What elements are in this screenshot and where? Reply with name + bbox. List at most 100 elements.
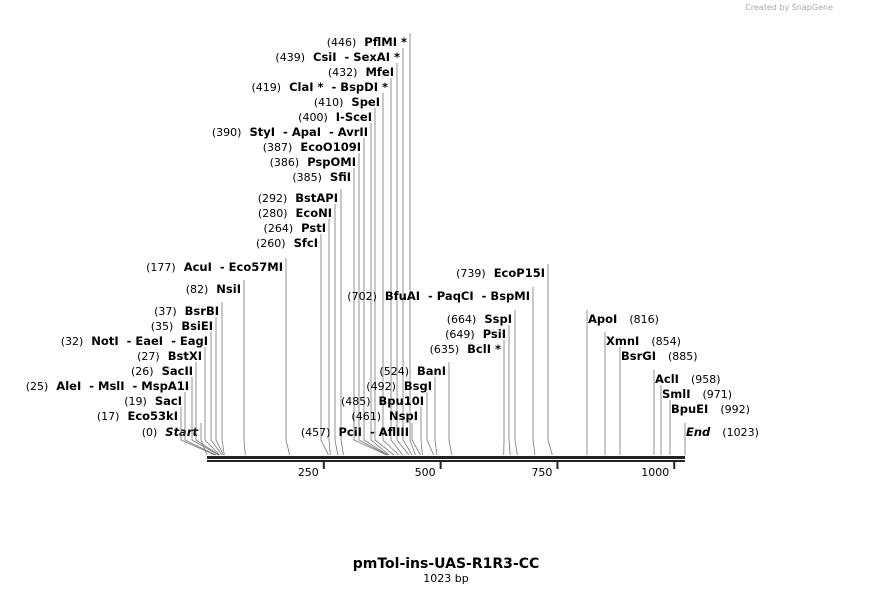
site-line: [547, 264, 553, 456]
site-label: (0) Start: [142, 425, 199, 439]
site-line: [221, 302, 225, 456]
enzyme-name: NotI - EaeI - EagI: [91, 334, 208, 348]
site-position: (958): [691, 373, 721, 386]
enzyme-name: Start: [165, 425, 198, 439]
site-position: (26): [131, 365, 154, 378]
site-label: (387) EcoO109I: [263, 140, 361, 154]
site-label: (35) BsiEI: [151, 319, 213, 333]
site-label: (37) BsrBI: [154, 304, 219, 318]
site-position: (649): [445, 328, 475, 341]
site-line: [370, 123, 390, 456]
site-position: (35): [151, 320, 174, 333]
site-position: (492): [366, 380, 396, 393]
site-line: [363, 138, 389, 456]
enzyme-name: ApoI: [588, 312, 617, 326]
enzyme-name: Eco53kI: [127, 409, 178, 423]
site-label: AclI (958): [655, 372, 721, 386]
enzyme-name: BsiEI: [181, 319, 213, 333]
site-position: (635): [430, 343, 460, 356]
enzyme-name: SfcI: [294, 236, 318, 250]
site-position: (461): [351, 410, 381, 423]
enzyme-name: PflMI *: [364, 35, 407, 49]
site-position: (32): [61, 335, 84, 348]
site-line: [508, 325, 511, 456]
enzyme-name: AcuI - Eco57MI: [184, 260, 283, 274]
site-line: [195, 362, 220, 456]
site-position: (419): [251, 81, 281, 94]
site-line: [210, 332, 223, 456]
site-label: (446) PflMI *: [327, 35, 407, 49]
site-line: [434, 377, 438, 456]
tick-label: 250: [298, 466, 319, 479]
site-label: (19) SacI: [124, 394, 182, 408]
enzyme-name: ClaI * - BspDI *: [289, 80, 388, 94]
enzyme-name: BanI: [417, 364, 446, 378]
enzyme-name: PsiI: [483, 327, 506, 341]
site-position: (387): [263, 141, 293, 154]
site-line: [532, 287, 536, 456]
enzyme-name: BstXI: [168, 349, 202, 363]
site-position: (292): [258, 192, 288, 205]
site-label: (390) StyI - ApaI - AvrII: [212, 125, 368, 139]
site-position: (854): [651, 335, 681, 348]
enzyme-name: StyI - ApaI - AvrII: [249, 125, 368, 139]
site-position: (439): [275, 51, 305, 64]
site-line: [411, 423, 421, 456]
site-position: (446): [327, 36, 357, 49]
enzyme-name: MfeI: [365, 65, 394, 79]
site-position: (816): [629, 313, 659, 326]
site-position: (971): [703, 388, 733, 401]
enzyme-name: Bpu10I: [379, 394, 424, 408]
site-label: (457) PciI - AflIII: [301, 425, 409, 439]
site-label: (664) SspI: [447, 312, 512, 326]
site-line: [184, 392, 217, 456]
site-line: [409, 33, 416, 456]
enzyme-name: SmlI: [662, 387, 691, 401]
enzyme-name: PciI - AflIII: [338, 425, 409, 439]
enzyme-name: EcoO109I: [300, 140, 361, 154]
enzyme-name: AclI: [655, 372, 679, 386]
site-position: (524): [379, 365, 409, 378]
site-line: [448, 362, 453, 456]
backbone-bottom: [207, 460, 685, 462]
site-label: (292) BstAPI: [258, 191, 338, 205]
enzyme-name: BfuAI - PaqCI - BspMI: [385, 289, 530, 303]
site-line: [191, 377, 219, 456]
site-line: [396, 63, 410, 456]
site-label: (25) AleI - MslI - MspA1I: [26, 379, 189, 393]
site-line: [390, 78, 404, 456]
backbone-top: [207, 456, 685, 459]
site-line: [374, 108, 395, 456]
credit: Created by SnapGene: [745, 3, 833, 12]
site-position: (19): [124, 395, 147, 408]
site-line: [353, 168, 388, 456]
site-line: [328, 219, 331, 456]
map-title: pmTol-ins-UAS-R1R3-CC: [353, 556, 540, 572]
site-position: (386): [270, 156, 300, 169]
site-position: (82): [186, 283, 209, 296]
site-label: (82) NsiI: [186, 282, 241, 296]
site-position: (885): [668, 350, 698, 363]
site-label: End (1023): [686, 425, 759, 439]
site-label: BsrGI (885): [621, 349, 698, 363]
site-position: (37): [154, 305, 177, 318]
enzyme-name: PstI: [301, 221, 326, 235]
site-line: [426, 392, 434, 456]
site-label: ApoI (816): [588, 312, 659, 326]
site-label: (27) BstXI: [137, 349, 202, 363]
site-label: (17) Eco53kI: [97, 409, 178, 423]
site-position: (17): [97, 410, 120, 423]
enzyme-name: BstAPI: [295, 191, 338, 205]
map-subtitle: 1023 bp: [423, 572, 468, 585]
site-line: [334, 204, 339, 456]
site-label: (32) NotI - EaeI - EagI: [61, 334, 208, 348]
enzyme-name: AleI - MslI - MspA1I: [56, 379, 189, 393]
site-position: (739): [456, 267, 486, 280]
site-position: (264): [264, 222, 294, 235]
site-label: BpuEI (992): [671, 402, 750, 416]
site-position: (1023): [722, 426, 759, 439]
site-line: [243, 280, 246, 456]
enzyme-name: PspOMI: [307, 155, 356, 169]
site-label: (492) BsgI: [366, 379, 432, 393]
